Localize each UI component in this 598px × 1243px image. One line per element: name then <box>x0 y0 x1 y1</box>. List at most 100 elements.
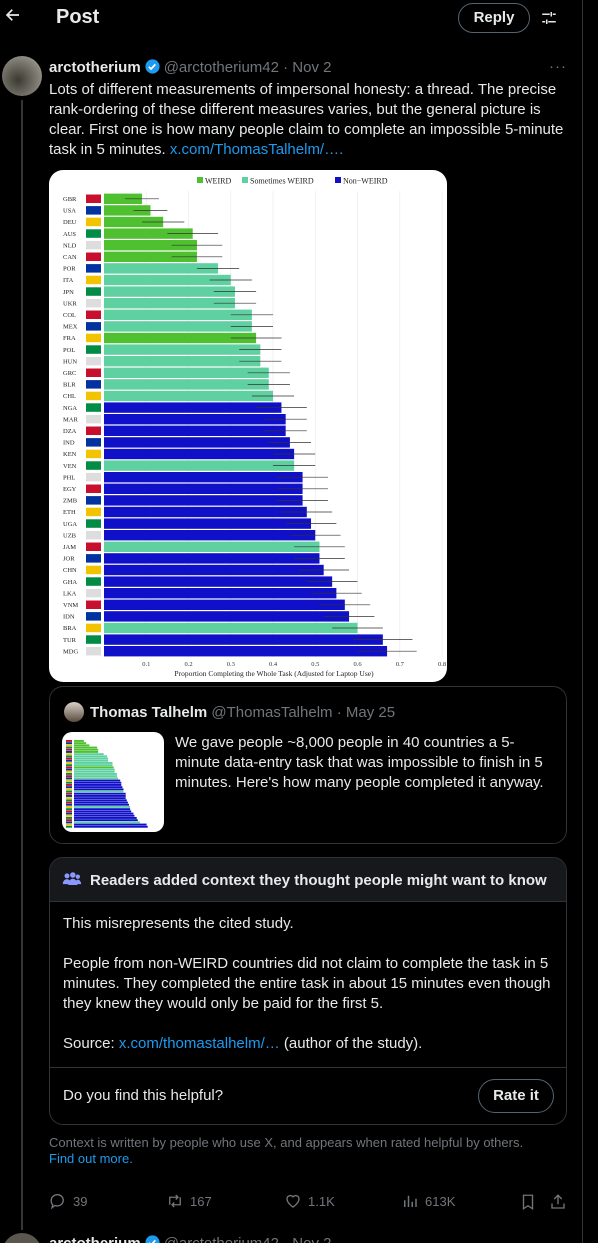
flag-icon <box>86 612 101 621</box>
bar <box>104 622 358 634</box>
y-tick-label: TUR <box>63 637 77 644</box>
y-tick-label: GBR <box>63 196 77 203</box>
x-tick-label: 0.4 <box>269 661 278 668</box>
thumb-bar <box>74 770 115 773</box>
thumb-bar <box>74 823 147 826</box>
thumb-bar <box>74 795 126 797</box>
thumb-bar <box>74 766 114 769</box>
author-handle[interactable]: @arctotherium42 <box>163 59 279 76</box>
rate-it-button[interactable]: Rate it <box>478 1079 554 1113</box>
bar <box>104 356 261 367</box>
y-tick-label: DZA <box>63 428 77 435</box>
bar <box>104 437 290 448</box>
bookmark-icon[interactable] <box>519 1193 537 1211</box>
thumb-bar <box>74 773 117 775</box>
sliders-icon[interactable] <box>540 9 558 27</box>
bar <box>104 611 350 622</box>
thumb-flag <box>66 823 72 826</box>
thumb-bar <box>74 806 131 808</box>
reply-button[interactable]: Reply <box>458 3 530 33</box>
legend-label: WEIRD <box>205 177 231 186</box>
bar-chart: WEIRD Sometimes WEIRD Non−WEIRD 0.1 0.2 0.3 0.… <box>63 177 446 679</box>
author-name[interactable]: arctotherium <box>49 59 141 76</box>
context-info: Context is written by people who use X, … <box>49 1135 524 1166</box>
thumb-bar <box>74 764 113 767</box>
y-tick-label: VEN <box>63 463 77 470</box>
find-out-more-link[interactable]: Find out more. <box>49 1151 133 1166</box>
views-action[interactable]: 613K <box>401 1192 455 1210</box>
flag-icon <box>86 414 101 424</box>
note-source-link[interactable]: x.com/thomastalhelm/… <box>118 1035 280 1052</box>
bar <box>104 414 286 425</box>
thumb-bar <box>74 762 113 764</box>
x-tick-label: 0.3 <box>227 661 235 668</box>
community-note-header: Readers added context they thought peopl… <box>50 858 566 902</box>
avatar[interactable] <box>2 56 42 96</box>
thumb-flag <box>66 801 72 804</box>
thumb-flag <box>66 810 72 813</box>
flag-icon <box>86 635 101 644</box>
bar <box>104 402 282 413</box>
bar <box>104 483 303 494</box>
thumb-flag <box>66 759 72 762</box>
more-options-icon[interactable]: ··· <box>549 58 567 75</box>
bar <box>104 564 324 576</box>
reply-action[interactable]: 39 <box>49 1192 87 1210</box>
y-tick-label: POL <box>63 347 75 354</box>
x-tick-label: 0.7 <box>396 661 405 668</box>
flag-icon <box>86 496 101 505</box>
y-tick-label: BRA <box>63 625 77 632</box>
thumb-flag <box>66 825 72 828</box>
thumb-bar <box>74 757 109 760</box>
bar <box>104 506 307 518</box>
thumb-flag <box>66 817 72 819</box>
flag-icon <box>86 623 101 633</box>
y-tick-label: ETH <box>63 509 76 516</box>
bar <box>104 599 345 610</box>
like-action[interactable]: 1.1K <box>284 1192 335 1210</box>
back-arrow-icon[interactable] <box>4 6 22 24</box>
repost-action[interactable]: 167 <box>166 1192 212 1210</box>
tweet-author: arctotherium @arctotherium42 · Nov 2 <box>49 58 332 76</box>
flag-icon <box>86 646 101 656</box>
thumb-flag <box>66 775 72 778</box>
quote-avatar <box>64 702 84 722</box>
y-tick-label: MEX <box>63 324 78 331</box>
thumb-flag <box>66 781 72 784</box>
share-icon[interactable] <box>549 1193 567 1211</box>
y-tick-label: MAR <box>63 416 78 423</box>
people-icon <box>62 872 82 885</box>
column-border <box>582 0 583 1243</box>
y-tick-label: JAM <box>63 544 76 551</box>
bar <box>104 193 143 204</box>
thumb-bar <box>74 825 148 828</box>
next-author-name[interactable]: arctotherium <box>49 1235 141 1243</box>
next-tweet-avatar[interactable] <box>2 1233 42 1243</box>
tweet-date[interactable]: · Nov 2 <box>283 59 332 76</box>
bar <box>104 332 257 344</box>
bar <box>104 460 295 471</box>
thumb-flag <box>66 773 72 775</box>
flag-icon <box>86 322 101 331</box>
bar <box>104 588 337 599</box>
thumb-flag <box>66 799 72 802</box>
thumb-flag <box>66 790 72 793</box>
quoted-tweet[interactable]: Thomas Talhelm @ThomasTalhelm · May 25 W… <box>49 686 567 844</box>
thumb-flag <box>66 797 72 800</box>
flag-icon <box>86 252 101 261</box>
thumb-bar <box>74 792 126 795</box>
chart-image[interactable]: WEIRD Sometimes WEIRD Non−WEIRD 0.1 0.2 0.3 0.… <box>49 170 447 682</box>
flag-icon <box>86 438 101 447</box>
x-tick-label: 0.8 <box>438 661 446 668</box>
y-tick-label: CAN <box>63 254 77 261</box>
y-tick-label: ZMB <box>63 498 78 505</box>
flag-icon <box>86 461 101 470</box>
bar <box>104 495 303 506</box>
flag-icon <box>86 391 101 401</box>
thumb-bar <box>74 748 99 751</box>
bar <box>104 321 252 332</box>
thumb-flag <box>66 755 72 758</box>
tweet-link[interactable]: x.com/ThomasTalhelm/…. <box>169 141 344 158</box>
bar <box>104 228 193 239</box>
flag-icon <box>86 194 101 203</box>
